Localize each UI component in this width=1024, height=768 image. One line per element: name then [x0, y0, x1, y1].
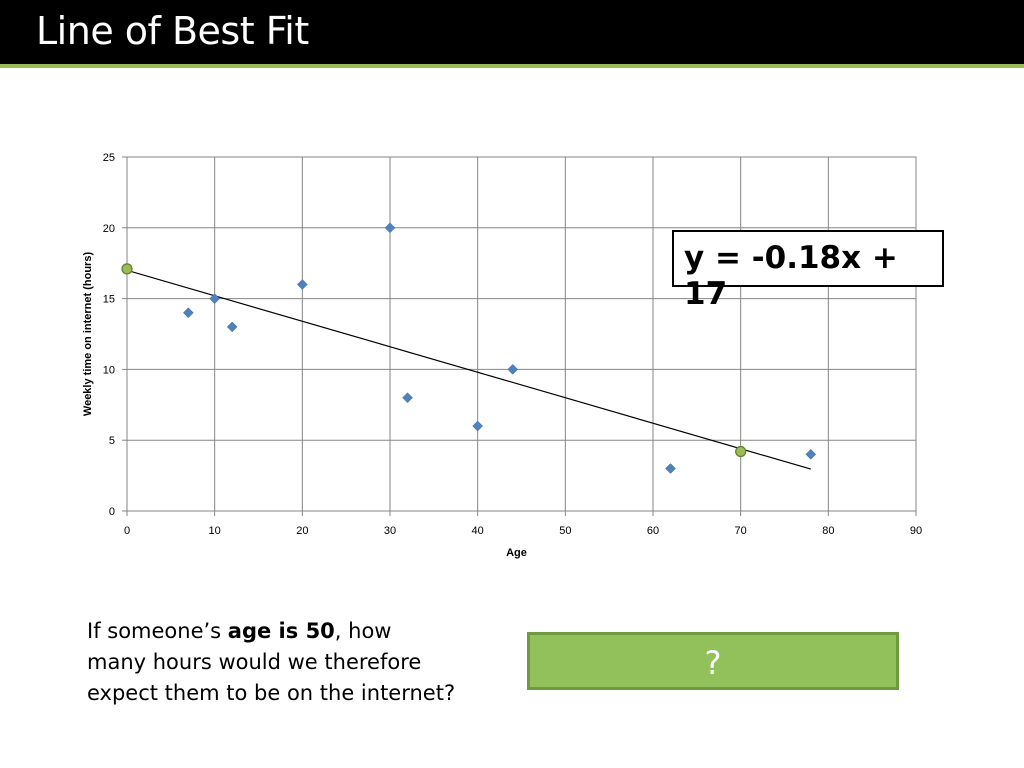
question-part-2: , how many hours would we therefore expe…: [87, 619, 456, 705]
x-tick-label: 60: [647, 525, 659, 537]
scatter-chart: 0 10 20 30 40 50 60 70 80 90 0 5 10 15 20 25 Age Weekly t…: [82, 152, 922, 559]
question-bold: age is 50: [227, 619, 335, 643]
highlight-point: [735, 445, 747, 458]
data-point: [472, 420, 484, 432]
x-axis-label: Age: [506, 547, 527, 559]
y-tick-label: 0: [109, 506, 115, 518]
equation-text: y = -0.18x + 17: [684, 240, 898, 312]
x-tick-label: 70: [735, 525, 747, 537]
y-tick-label: 25: [103, 152, 115, 164]
x-tick-label: 80: [822, 525, 834, 537]
x-tick-label: 20: [296, 525, 308, 537]
plot-area: [126, 156, 917, 512]
x-tick-label: 30: [384, 525, 396, 537]
question-text: If someone’s age is 50, how many hours w…: [87, 616, 457, 709]
data-point: [805, 449, 817, 460]
data-point: [665, 463, 676, 474]
data-point: [507, 364, 519, 375]
data-point: [226, 321, 238, 333]
data-point: [209, 293, 221, 304]
data-point: [384, 222, 396, 234]
best-fit-line: [126, 269, 811, 470]
x-tick-label: 10: [209, 525, 221, 537]
data-point: [296, 279, 308, 290]
question-part-1: If someone’s: [87, 619, 228, 643]
equation-box: y = -0.18x + 17: [672, 230, 944, 312]
highlight-point: [121, 263, 133, 275]
x-tick-label: 50: [559, 525, 571, 537]
slide-title: Line of Best Fit: [36, 9, 309, 53]
x-tick-label: 40: [472, 525, 484, 537]
y-tick-label: 15: [103, 294, 115, 306]
x-tick-label: 90: [910, 525, 922, 537]
y-axis-label: Weekly time on internet (hours): [82, 252, 94, 417]
x-tick-label: 0: [124, 525, 130, 537]
title-bar: Line of Best Fit: [0, 0, 1024, 68]
data-point: [183, 307, 194, 319]
y-tick-label: 5: [109, 435, 115, 447]
reveal-answer-button[interactable]: ?: [527, 632, 899, 690]
answer-button-label: ?: [704, 644, 722, 682]
y-tick-label: 20: [103, 223, 115, 235]
y-tick-label: 10: [103, 364, 115, 376]
data-point: [402, 392, 413, 404]
